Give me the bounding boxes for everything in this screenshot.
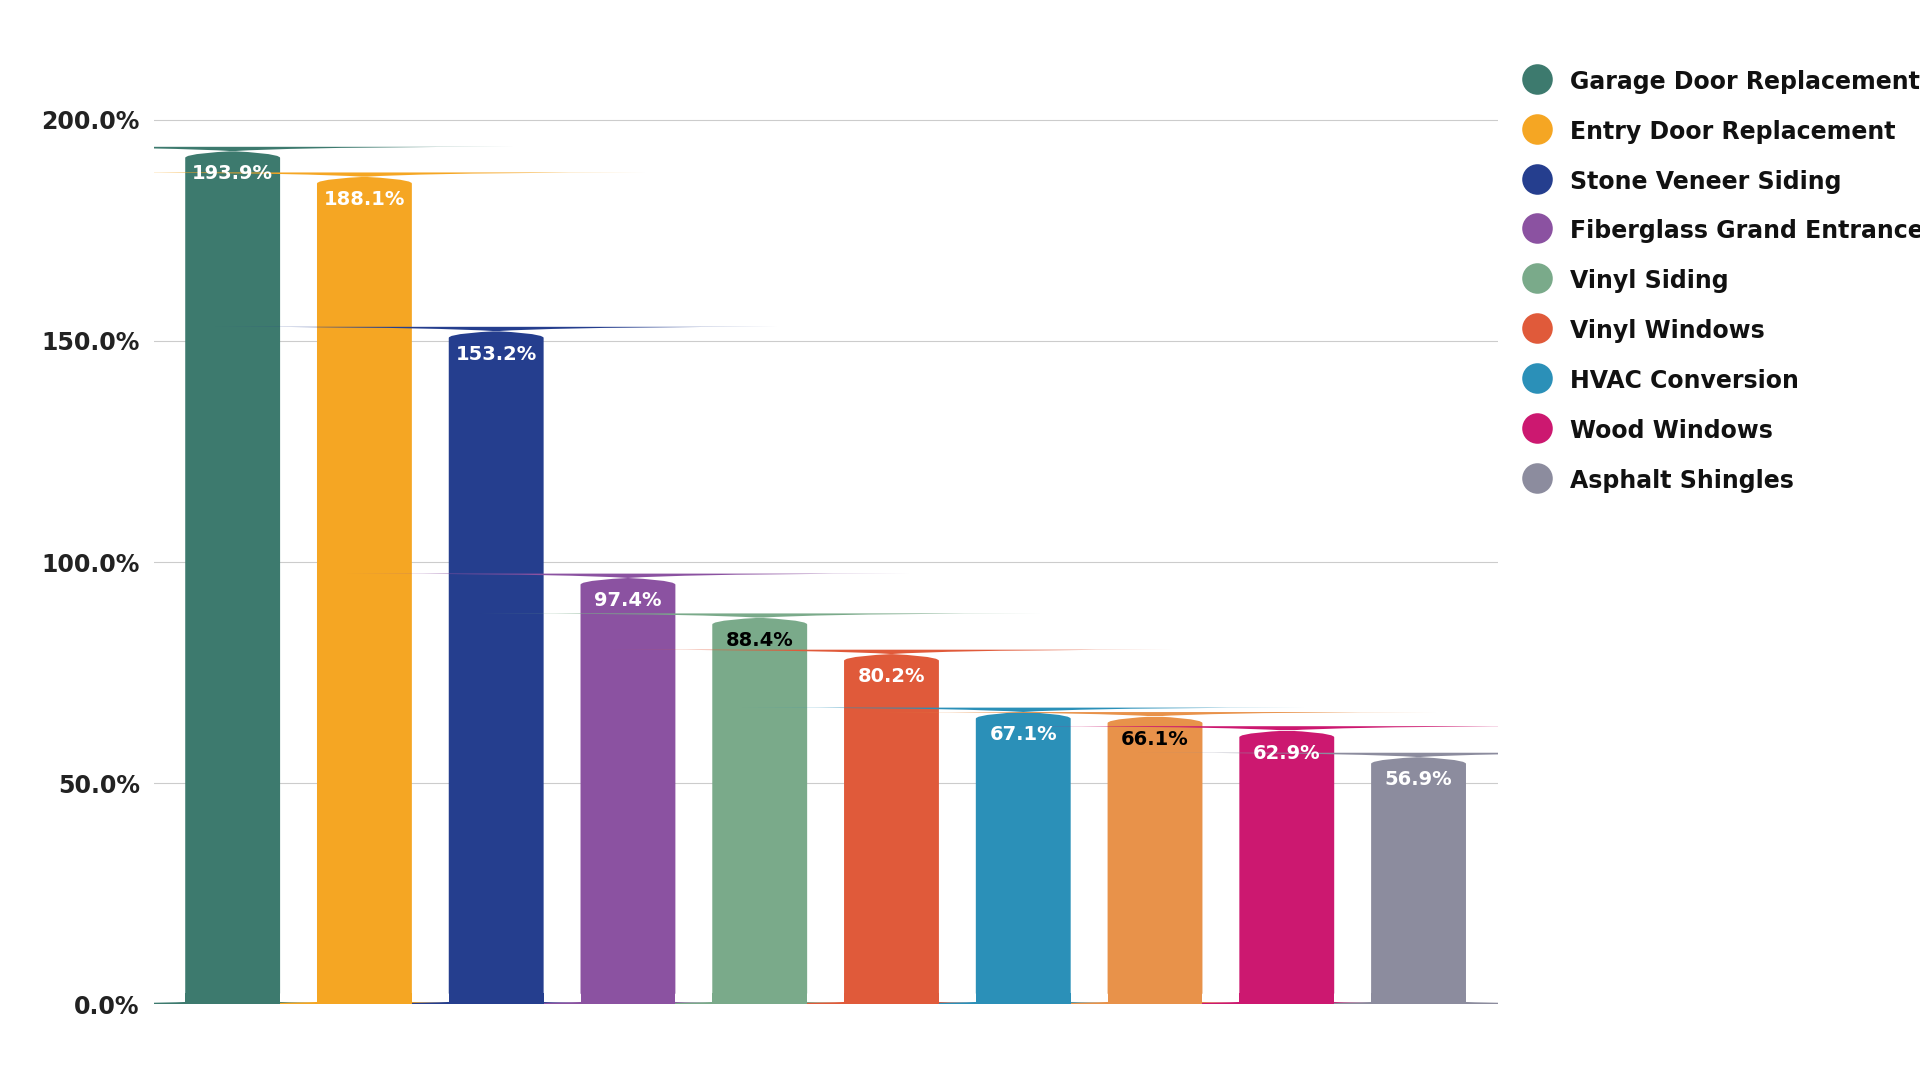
Text: 153.2%: 153.2% [455, 345, 538, 364]
Text: 67.1%: 67.1% [989, 726, 1058, 744]
FancyBboxPatch shape [1137, 753, 1701, 1004]
Text: 88.4%: 88.4% [726, 631, 793, 650]
Text: 56.9%: 56.9% [1384, 770, 1452, 789]
FancyBboxPatch shape [215, 327, 778, 1004]
Text: 188.1%: 188.1% [324, 190, 405, 210]
FancyBboxPatch shape [874, 712, 1436, 1004]
Bar [449, 994, 543, 1004]
FancyBboxPatch shape [1004, 726, 1569, 1004]
Bar [184, 994, 280, 1004]
Bar [845, 994, 939, 1004]
FancyBboxPatch shape [478, 613, 1043, 1004]
Bar [712, 994, 806, 1004]
FancyBboxPatch shape [609, 650, 1173, 1004]
FancyBboxPatch shape [0, 147, 515, 1004]
Bar [317, 994, 413, 1004]
Bar [1108, 994, 1202, 1004]
FancyBboxPatch shape [346, 573, 910, 1004]
FancyBboxPatch shape [741, 707, 1306, 1004]
Text: 62.9%: 62.9% [1254, 744, 1321, 762]
Legend: Garage Door Replacement, Entry Door Replacement, Stone Veneer Siding, Fiberglass: Garage Door Replacement, Entry Door Repl… [1523, 69, 1920, 492]
Text: 97.4%: 97.4% [593, 592, 662, 610]
Text: 80.2%: 80.2% [858, 667, 925, 687]
FancyBboxPatch shape [83, 173, 647, 1004]
Text: 66.1%: 66.1% [1121, 730, 1188, 748]
Bar [1238, 994, 1334, 1004]
Bar [1371, 994, 1467, 1004]
Text: 193.9%: 193.9% [192, 164, 273, 184]
Bar [975, 994, 1071, 1004]
Bar [580, 994, 676, 1004]
